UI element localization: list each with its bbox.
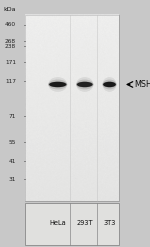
Text: 238: 238 [5,44,16,49]
Bar [25,203,118,245]
Text: 268: 268 [5,39,16,44]
Ellipse shape [76,80,93,89]
Ellipse shape [76,82,93,87]
Ellipse shape [103,82,116,87]
Ellipse shape [48,82,67,87]
Bar [25,15,118,201]
Text: 41: 41 [9,159,16,164]
Text: 71: 71 [9,114,16,119]
Text: 460: 460 [5,22,16,27]
Text: 55: 55 [9,140,16,144]
Text: 31: 31 [9,177,16,182]
Ellipse shape [102,80,117,89]
Text: 117: 117 [5,79,16,83]
Text: 293T: 293T [76,220,93,226]
Ellipse shape [48,80,67,89]
Ellipse shape [49,82,66,87]
Ellipse shape [102,77,117,92]
Ellipse shape [48,77,67,92]
Ellipse shape [77,82,93,87]
Text: MSH2: MSH2 [134,80,150,89]
Text: 3T3: 3T3 [103,220,116,226]
Text: 171: 171 [5,60,16,65]
Ellipse shape [102,82,117,87]
Ellipse shape [76,77,93,92]
Text: HeLa: HeLa [49,220,66,226]
Text: kDa: kDa [3,7,15,12]
